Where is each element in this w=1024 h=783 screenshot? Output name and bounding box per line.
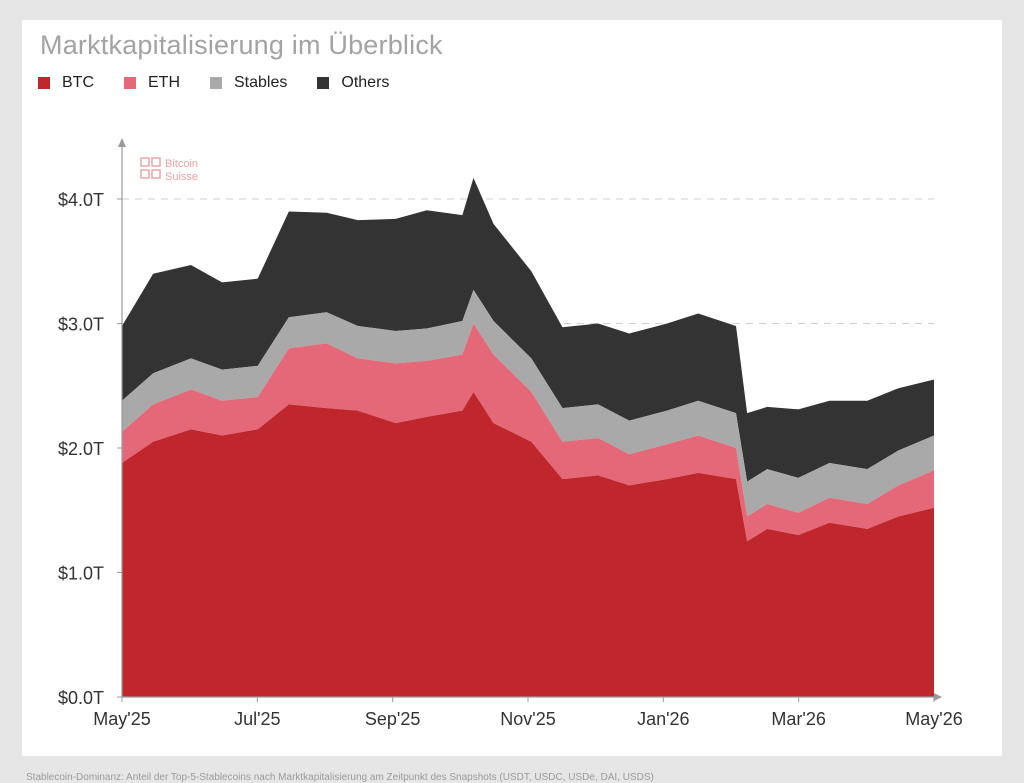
y-axis-ticks: $0.0T $1.0T $2.0T $3.0T $4.0T [58, 190, 122, 708]
x-tick-label-6: May'26 [905, 709, 962, 729]
y-tick-label-0: $0.0T [58, 688, 104, 708]
x-tick-label-3: Nov'25 [500, 709, 555, 729]
y-tick-label-4: $4.0T [58, 190, 104, 210]
area-stables [122, 289, 934, 517]
legend: BTC ETH Stables Others [38, 74, 419, 92]
legend-item-btc[interactable]: BTC [38, 74, 94, 92]
y-tick-label-2: $2.0T [58, 439, 104, 459]
watermark-line-1: Bitcoin [165, 158, 198, 170]
x-axis-ticks: May'25 Jul'25 Sep'25 Nov'25 Jan'26 Mar'26 May'… [93, 697, 963, 729]
x-tick-label-5: Mar'26 [771, 709, 825, 729]
x-tick-label-0: May'25 [93, 709, 150, 729]
legend-swatch-btc [38, 77, 50, 89]
y-tick-label-1: $1.0T [58, 564, 104, 584]
area-btc [122, 391, 934, 697]
chart-title: Marktkapitalisierung im Überblick [40, 30, 443, 60]
footnote: Stablecoin-Dominanz: Anteil der Top-5-St… [26, 772, 654, 783]
legend-swatch-eth [124, 77, 136, 89]
x-tick-label-1: Jul'25 [234, 709, 280, 729]
watermark-line-2: Suisse [165, 171, 198, 183]
x-axis-arrow-icon [934, 693, 942, 701]
legend-label-stables: Stables [234, 74, 288, 91]
x-tick-label-2: Sep'25 [365, 709, 421, 729]
legend-label-others: Others [341, 74, 390, 91]
y-tick-label-3: $3.0T [58, 315, 104, 335]
y-axis-arrow-icon [118, 138, 126, 147]
legend-label-btc: BTC [62, 74, 94, 91]
legend-swatch-stables [210, 77, 222, 89]
area-others [122, 177, 934, 482]
legend-item-others[interactable]: Others [317, 74, 389, 92]
area-eth [122, 323, 934, 542]
area-series [122, 177, 934, 697]
legend-item-eth[interactable]: ETH [124, 74, 180, 92]
bitcoin-suisse-logo-watermark: Bitcoin Suisse [140, 157, 198, 183]
x-tick-label-4: Jan'26 [637, 709, 689, 729]
legend-item-stables[interactable]: Stables [210, 74, 287, 92]
logo-mark-icon [140, 157, 161, 179]
legend-label-eth: ETH [148, 74, 180, 91]
legend-swatch-others [317, 77, 330, 89]
